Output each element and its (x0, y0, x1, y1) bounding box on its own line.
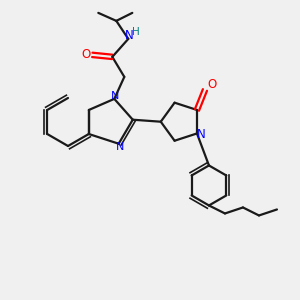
Text: O: O (82, 48, 91, 62)
Text: N: N (125, 29, 134, 42)
Text: N: N (116, 142, 124, 152)
Text: N: N (111, 91, 119, 101)
Text: N: N (196, 128, 205, 141)
Text: H: H (132, 27, 140, 37)
Text: O: O (207, 79, 217, 92)
